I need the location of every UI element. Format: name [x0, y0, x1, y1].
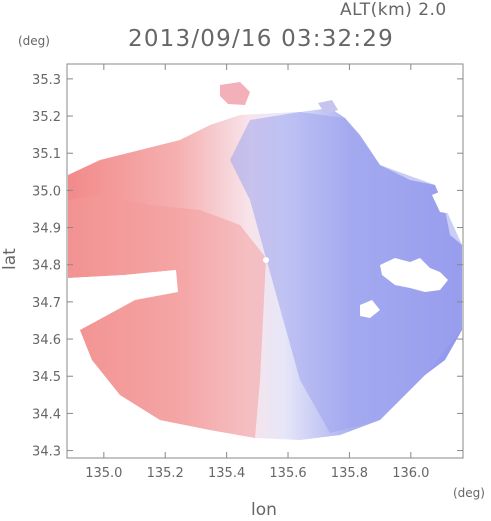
- y-tick-label: 34.9: [32, 222, 61, 237]
- y-tick-label: 34.8: [32, 259, 61, 274]
- y-unit-label: (deg): [18, 34, 50, 48]
- x-tick-label: 135.8: [331, 466, 368, 481]
- y-tick-label: 35.3: [32, 73, 61, 88]
- y-tick-label: 35.2: [32, 110, 61, 125]
- axis-ticks: 135.0 135.2 135.4 135.6 135.8 136.0 35.3 35.2 35…: [32, 64, 463, 481]
- x-tick-label: 135.0: [85, 466, 122, 481]
- receding-sector: [68, 195, 266, 438]
- radar-center: [263, 257, 269, 263]
- x-tick-label: 136.0: [392, 466, 429, 481]
- x-tick-label: 135.2: [147, 466, 184, 481]
- y-tick-label: 35.0: [32, 184, 61, 199]
- y-tick-label: 34.6: [32, 333, 61, 348]
- x-tick-label: 135.6: [269, 466, 306, 481]
- timestamp-title: 2013/09/16 03:32:29: [128, 26, 394, 52]
- x-unit-label: (deg): [453, 486, 485, 500]
- approaching-sector: [230, 112, 462, 433]
- no-data-hole: [432, 190, 455, 214]
- echo-fragment: [318, 100, 338, 114]
- y-tick-label: 34.7: [32, 296, 61, 311]
- no-data-hole: [360, 300, 380, 318]
- y-tick-label: 34.5: [32, 370, 61, 385]
- y-tick-label: 34.3: [32, 445, 61, 460]
- velocity-field: [68, 82, 462, 440]
- y-axis-label: lat: [0, 248, 20, 270]
- no-data-wedge: [68, 270, 178, 330]
- y-tick-label: 34.4: [32, 407, 61, 422]
- altitude-label: ALT(km) 2.0: [340, 0, 447, 20]
- x-tick-label: 135.4: [208, 466, 245, 481]
- plot-frame: [66, 63, 464, 459]
- echo-fragment: [220, 82, 250, 105]
- no-data-hole: [380, 258, 448, 292]
- y-tick-label: 35.1: [32, 147, 61, 162]
- x-axis-label: lon: [251, 500, 277, 520]
